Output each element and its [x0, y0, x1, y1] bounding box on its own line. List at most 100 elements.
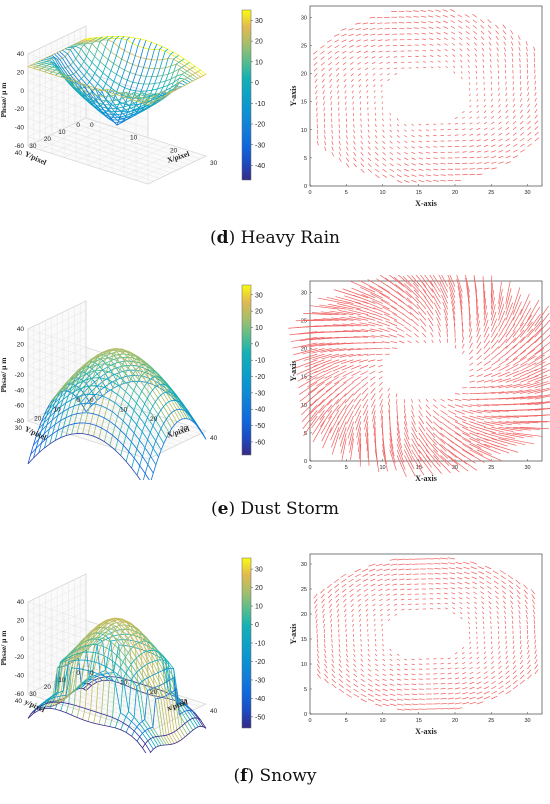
quiver-arrow [519, 640, 522, 645]
quiver-arrow [449, 8, 456, 12]
quiver-arrow [339, 427, 347, 447]
quiver-arrow [512, 665, 517, 670]
quiver-arrow [350, 322, 369, 327]
quiver-arrow [328, 61, 332, 66]
x-tick-label: 30 [524, 718, 530, 724]
quiver-arrow [518, 41, 521, 46]
quiver-arrow [411, 432, 420, 447]
quiver-arrow [527, 401, 550, 406]
quiver-arrow [465, 275, 470, 293]
quiver-arrow [519, 328, 534, 344]
quiver-arrow [483, 691, 490, 695]
quiver-arrow [469, 99, 472, 102]
quiver-arrow [367, 653, 371, 657]
quiver-arrow [337, 101, 340, 106]
quiver-arrow [482, 64, 485, 68]
quiver-arrow [443, 20, 448, 24]
quiver-arrow [498, 665, 502, 670]
quiver-arrow [425, 455, 443, 474]
quiver-arrow [324, 653, 327, 659]
grid-line [111, 144, 171, 173]
quiver-arrow [423, 66, 427, 69]
quiver-arrow [356, 588, 361, 593]
quiver-arrow [385, 45, 390, 47]
quiver-arrow [490, 651, 494, 655]
quiver-arrow [483, 392, 496, 394]
quiver-arrow [353, 124, 355, 128]
quiver-arrow [461, 336, 465, 343]
quiver-arrow [341, 365, 354, 371]
quiver-arrow [389, 123, 392, 127]
quiver-arrow [498, 384, 513, 389]
quiver-arrow [512, 287, 521, 310]
quiver-arrow [418, 398, 421, 403]
quiver-arrow [302, 410, 318, 430]
quiver-arrow [342, 370, 354, 377]
quiver-arrow [389, 558, 398, 561]
quiver-arrow [374, 135, 378, 139]
mesh-line [30, 701, 151, 753]
y-tick-label: 0 [304, 459, 307, 465]
quiver-arrow [505, 126, 510, 131]
grid-line [27, 356, 149, 395]
quiver-arrow [349, 359, 361, 364]
quiver-arrow [433, 443, 449, 459]
quiver-arrow [316, 673, 322, 679]
quiver-arrow [447, 421, 460, 429]
quiver-arrow [425, 180, 432, 182]
quiver-arrow [498, 421, 521, 425]
quiver-arrow [382, 693, 389, 697]
quiver-arrow [342, 593, 347, 598]
quiver-arrow [462, 134, 466, 136]
quiver-arrow [308, 387, 325, 401]
quiver-arrow [494, 590, 499, 595]
quiver-arrow [352, 376, 361, 383]
quiver-arrow [425, 140, 430, 143]
quiver-arrow [441, 275, 449, 287]
quiver-arrow [404, 703, 412, 706]
quiver-arrow [498, 641, 500, 645]
quiver-arrow [396, 168, 402, 172]
grid-line [27, 337, 87, 366]
quiver-arrow [379, 603, 383, 607]
y-tick-label: 20 [34, 416, 42, 423]
quiver-arrow [349, 45, 354, 48]
quiver-arrow [527, 674, 532, 680]
z-tick-label: -60 [15, 403, 25, 410]
grid-line [27, 601, 87, 630]
quiver-arrow [458, 592, 463, 595]
quiver-arrow [387, 291, 405, 304]
quiver-arrow [351, 613, 354, 618]
quiver-arrow [345, 668, 350, 673]
quiver-arrow [375, 658, 378, 662]
quiver-arrow [383, 313, 398, 321]
y-tick-label: 15 [301, 637, 307, 643]
quiver-arrow [439, 339, 441, 343]
quiver-arrow [396, 678, 402, 681]
quiver-arrow [483, 87, 485, 91]
quiver-arrow [389, 688, 395, 691]
quiver-arrow [346, 673, 350, 678]
quiver-arrow [353, 673, 358, 678]
x-tick-label: 20 [150, 689, 158, 696]
quiver-arrow [451, 592, 456, 595]
quiver-arrow [312, 421, 325, 443]
quiver-arrow [370, 293, 390, 304]
quiver-arrow [433, 426, 444, 438]
quiver-arrow [411, 698, 418, 700]
quiver-arrow [519, 655, 523, 660]
quiver-arrow [396, 118, 399, 121]
quiver-arrow [440, 562, 448, 565]
quiver-arrow [470, 566, 477, 570]
quiver-arrow [375, 314, 390, 321]
quiver-arrow [476, 99, 479, 102]
quiver-arrow [534, 382, 550, 389]
z-tick-label: 40 [17, 326, 25, 333]
quiver-arrow [437, 49, 441, 52]
quiver-arrow [504, 620, 507, 625]
quiver-arrow [433, 398, 437, 402]
quiver-arrow [411, 693, 418, 695]
quiver-arrow [490, 275, 493, 298]
quiver-arrow [473, 591, 477, 595]
quiver-arrow [401, 608, 405, 611]
